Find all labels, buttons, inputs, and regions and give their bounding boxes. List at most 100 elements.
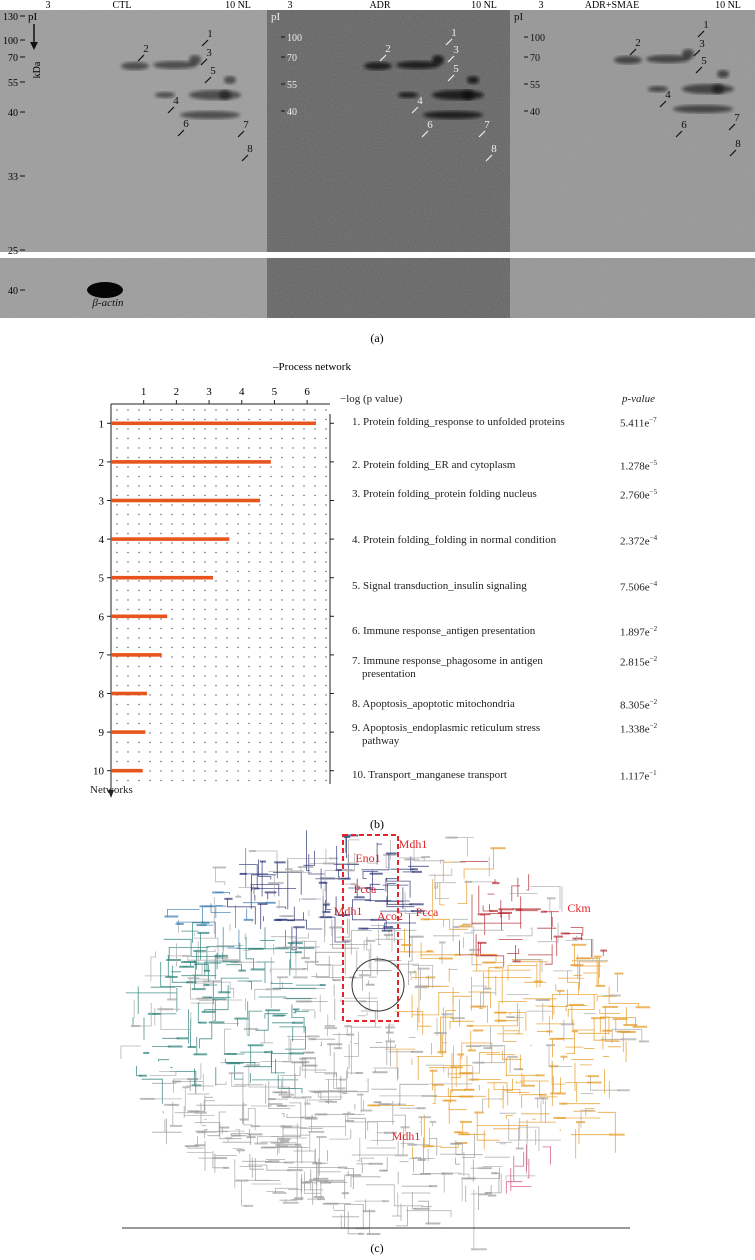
grid-dot <box>226 456 228 459</box>
pathway-node <box>494 966 504 969</box>
pathway-node <box>191 988 206 991</box>
grid-dot <box>204 409 206 411</box>
grid-dot <box>270 608 272 611</box>
p-value-exp: −7 <box>649 416 657 424</box>
pathway-edge <box>287 858 332 875</box>
grid-dot <box>160 722 162 725</box>
pathway-edge <box>411 1191 417 1210</box>
grid-dot <box>281 504 283 506</box>
grid-dot <box>116 713 118 715</box>
grid-dot <box>303 580 305 582</box>
grid-dot <box>171 760 173 763</box>
grid-dot <box>248 418 250 421</box>
grid-dot <box>193 779 195 782</box>
grid-dot <box>127 523 129 525</box>
y-axis-label: Networks <box>90 784 133 796</box>
grid-dot <box>171 713 173 715</box>
grid-dot <box>270 513 272 516</box>
grid-dot <box>182 722 184 725</box>
x-tick-label: 3 <box>206 386 212 398</box>
grid-dot <box>325 475 327 478</box>
grid-dot <box>116 599 118 601</box>
grid-dot <box>325 627 327 630</box>
pathway-node <box>421 856 431 859</box>
mw-tick-label: 25 <box>8 246 18 257</box>
pathway-node <box>344 1025 352 1028</box>
grid-dot <box>149 523 151 525</box>
p-value-base: 8.305e <box>620 699 650 712</box>
grid-dot <box>325 646 327 649</box>
pathway-node <box>553 1116 566 1119</box>
grid-dot <box>314 551 316 554</box>
pathway-edge <box>472 956 501 972</box>
grid-dot <box>325 665 327 668</box>
grid-dot <box>182 656 184 658</box>
grid-dot <box>314 580 316 582</box>
grid-dot <box>171 409 173 411</box>
grid-dot <box>314 485 316 487</box>
grid-dot <box>193 713 195 715</box>
pathway-node <box>342 1113 355 1116</box>
pathway-edge <box>537 922 559 943</box>
grid-dot <box>160 485 162 487</box>
network-name: 10. Transport_manganese transport <box>352 769 507 781</box>
grid-dot <box>303 428 305 430</box>
pathway-edge <box>356 1163 372 1173</box>
grid-dot <box>226 618 228 620</box>
grid-dot <box>160 418 162 421</box>
grid-dot <box>259 694 261 696</box>
pathway-node <box>409 935 424 938</box>
pathway-node <box>283 1161 294 1164</box>
grid-dot <box>281 732 283 734</box>
pathway-edge <box>487 1082 530 1093</box>
pathway-node <box>515 908 523 911</box>
grid-dot <box>325 703 327 706</box>
spot-pointer <box>411 106 419 114</box>
pathway-node <box>365 983 375 986</box>
grid-dot <box>270 684 272 687</box>
pathway-node <box>225 1137 233 1140</box>
pathway-edge <box>301 1058 327 1071</box>
actin-spot <box>87 282 123 298</box>
grid-dot <box>226 656 228 658</box>
grid-dot <box>292 532 294 535</box>
grid-dot <box>281 485 283 487</box>
spot-pointer <box>728 123 736 131</box>
grid-dot <box>248 456 250 459</box>
grid-dot <box>270 456 272 459</box>
pathway-node <box>453 1131 462 1134</box>
grid-dot <box>281 646 283 649</box>
pathway-edge <box>360 1010 376 1028</box>
grid-dot <box>193 646 195 649</box>
pathway-node <box>382 1200 389 1203</box>
grid-dot <box>204 418 206 421</box>
pathway-node <box>248 947 264 950</box>
pathway-node <box>187 977 200 980</box>
pathway-node <box>347 862 359 865</box>
pathway-edge <box>215 867 226 886</box>
grid-dot <box>226 513 228 516</box>
grid-dot <box>138 475 140 478</box>
spot-number: 6 <box>427 119 433 131</box>
pathway-edge <box>455 1140 483 1156</box>
grid-dot <box>237 656 239 658</box>
p-value-exp: −2 <box>649 655 658 663</box>
pathway-edge <box>480 914 486 935</box>
grid-dot <box>259 485 261 487</box>
pathway-edge <box>396 1207 408 1227</box>
pathway-edge <box>231 1073 247 1087</box>
y-arrowhead <box>108 790 114 798</box>
gel-title: ADR <box>369 0 390 11</box>
grid-dot <box>116 684 118 687</box>
p-value-exp: −2 <box>649 625 658 633</box>
grid-dot <box>270 618 272 620</box>
pathway-edge <box>282 1131 311 1152</box>
pathway-node <box>385 852 397 855</box>
pathway-edge <box>565 1005 588 1012</box>
grid-dot <box>116 418 118 421</box>
pathway-edge <box>501 1050 522 1060</box>
pathway-node <box>483 1047 493 1050</box>
grid-dot <box>149 741 151 744</box>
pathway-edge <box>449 1021 462 1030</box>
